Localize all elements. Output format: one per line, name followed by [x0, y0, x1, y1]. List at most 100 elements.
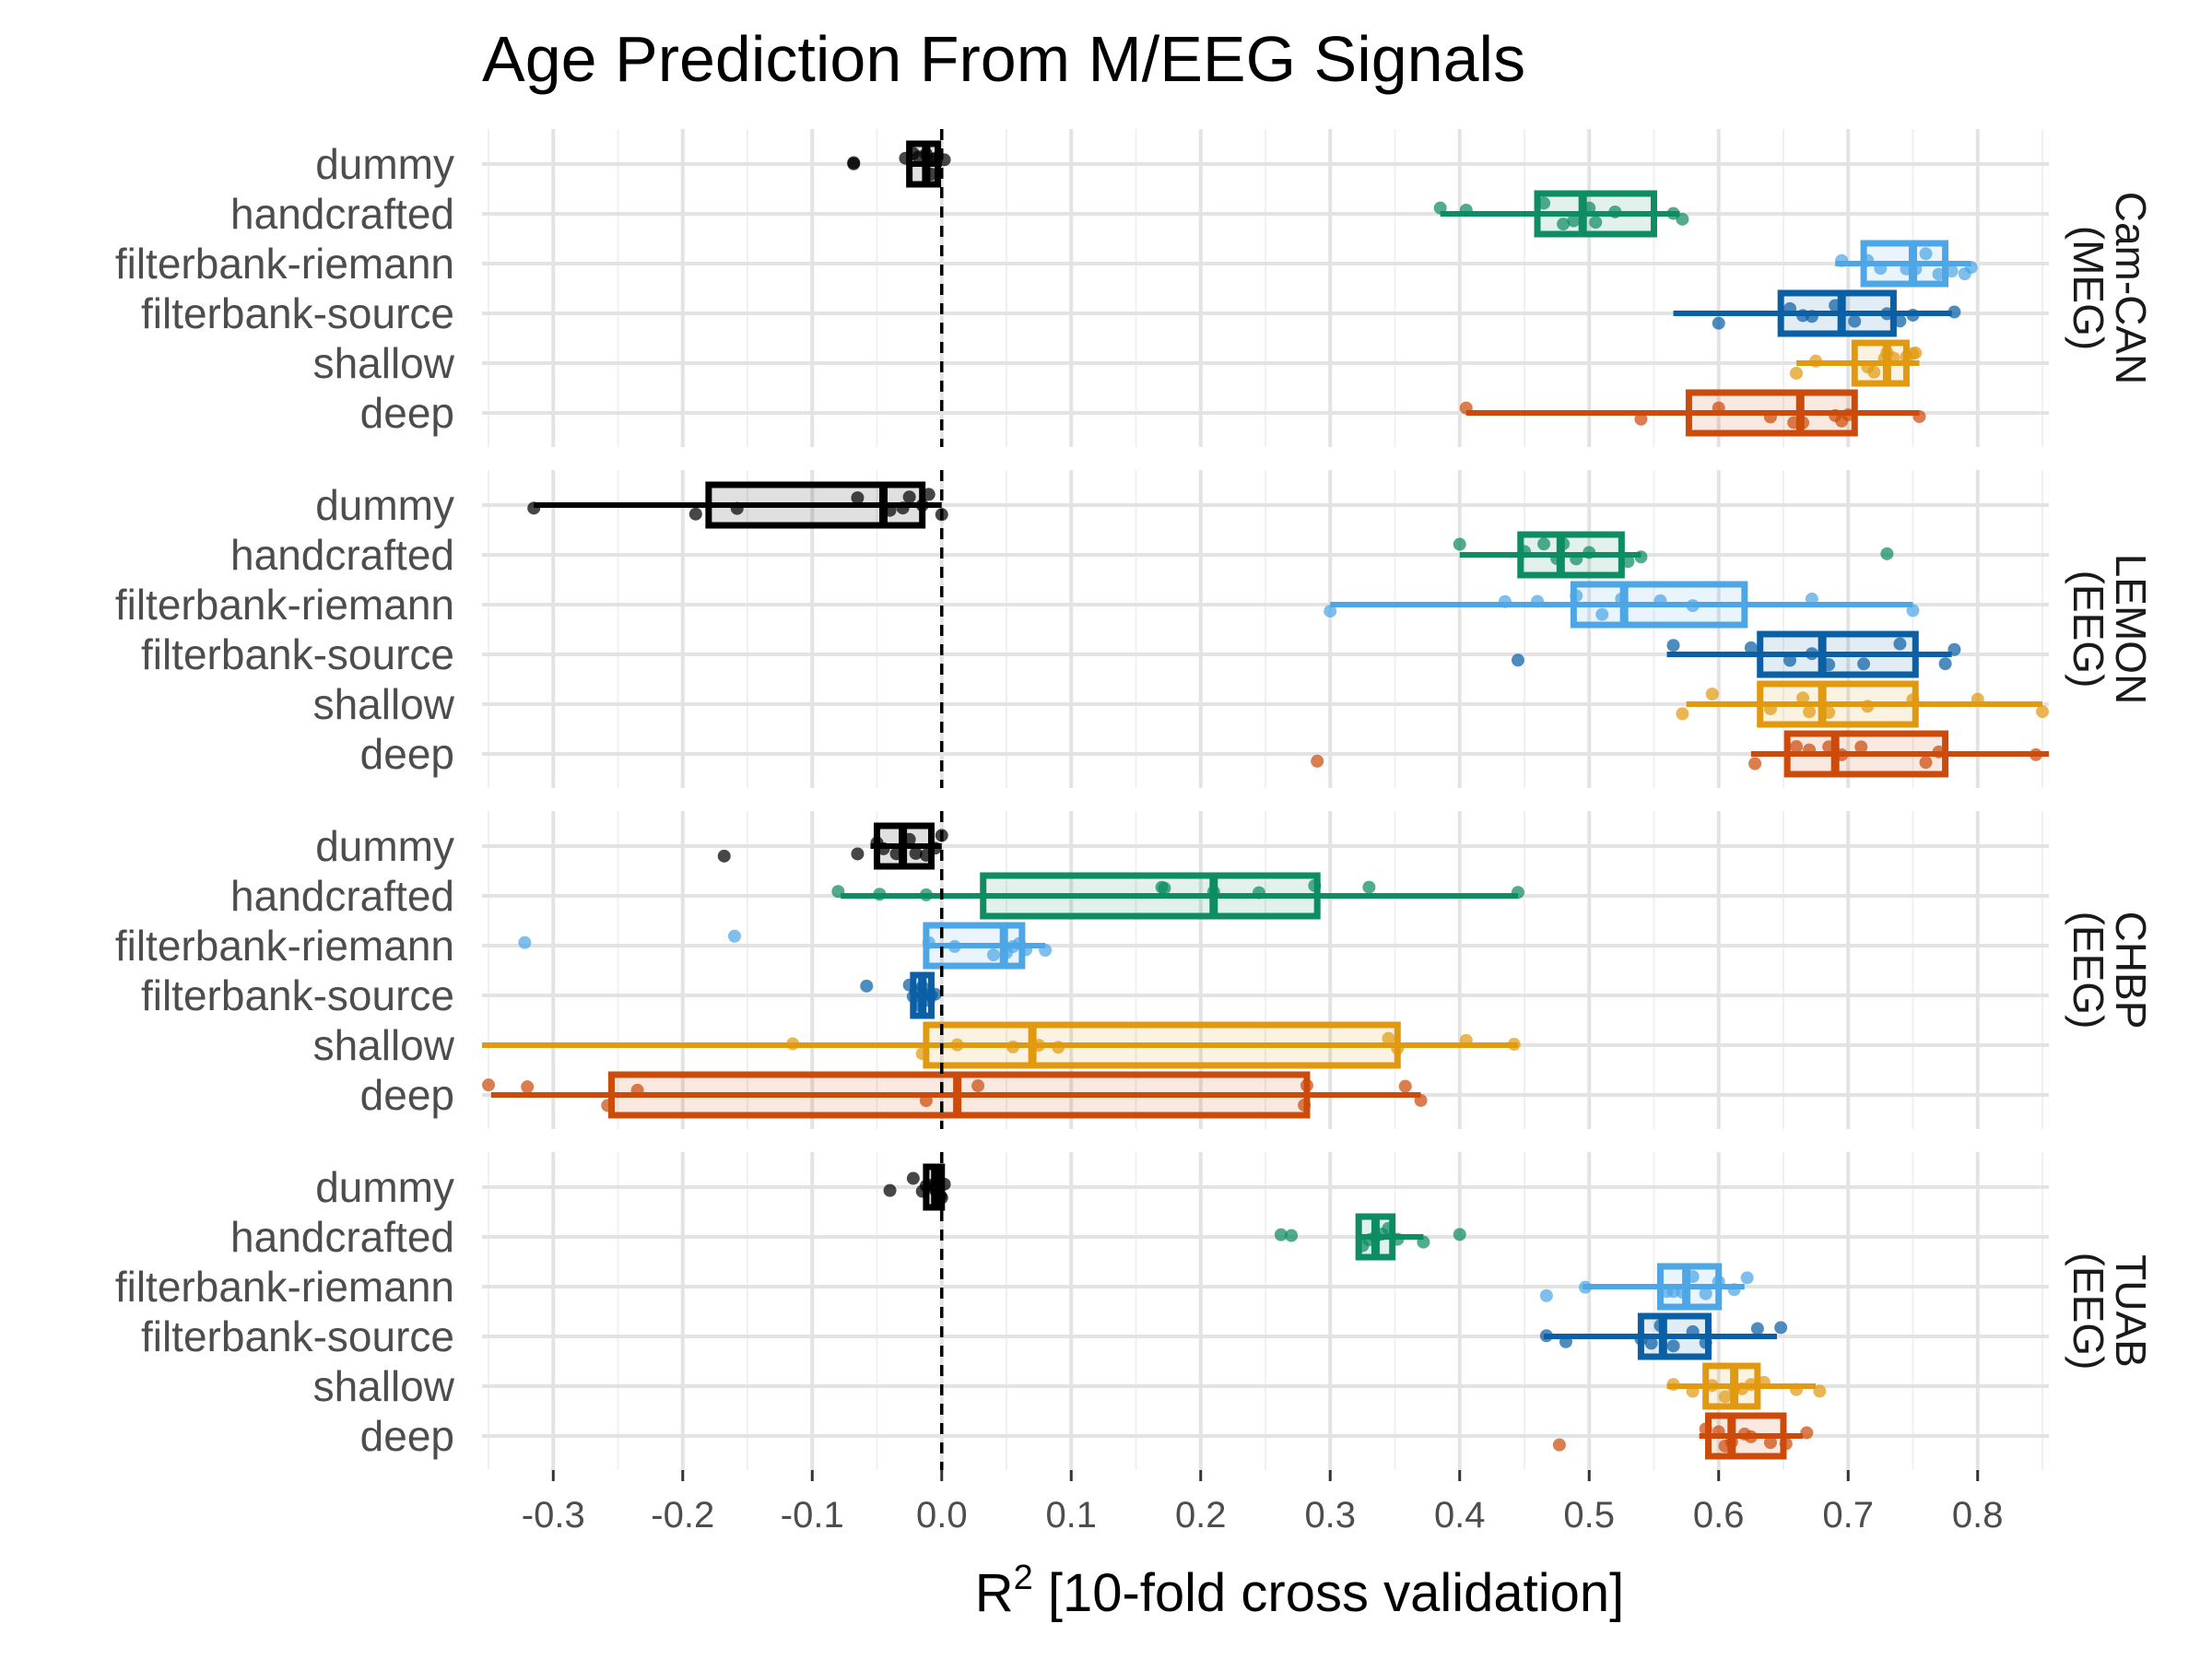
data-point-dummy: [847, 157, 861, 171]
data-point-handcrafted: [831, 885, 845, 899]
data-point-deep: [1912, 409, 1926, 423]
data-point-deep: [601, 1099, 615, 1112]
data-point-filterbank-source: [1857, 657, 1871, 671]
box-shallow: [1666, 1362, 1827, 1410]
data-point-deep: [1459, 401, 1473, 415]
data-point-deep: [1779, 1437, 1793, 1451]
data-point-filterbank-source: [1805, 310, 1818, 324]
data-point-deep: [1835, 747, 1849, 761]
x-axis-title-superscript: 2: [1014, 1559, 1033, 1597]
data-point-handcrafted: [1570, 552, 1583, 566]
data-point-filterbank-source: [1938, 657, 1952, 671]
box-handcrafted: [1453, 531, 1894, 579]
x-axis-title: R2 [10-fold cross validation]: [975, 1559, 1625, 1623]
chart-title: Age Prediction From M/EEG Signals: [482, 23, 1525, 95]
category-label-filterbank-source: filterbank-source: [141, 1312, 454, 1360]
data-point-deep: [1763, 1436, 1777, 1450]
data-point-shallow: [1796, 691, 1810, 705]
category-label-dummy: dummy: [315, 822, 454, 870]
facet-label-line1: LEMON: [2107, 554, 2155, 705]
box-filterbank-riemann: [1324, 581, 1920, 629]
data-point-dummy: [902, 490, 916, 504]
data-point-handcrafted: [1511, 886, 1524, 900]
data-point-filterbank-source: [1634, 1332, 1648, 1346]
box-deep: [1552, 1412, 1814, 1460]
data-point-deep: [1744, 1430, 1758, 1443]
data-point-filterbank-riemann: [1686, 1270, 1700, 1284]
panel-chbp: dummyhandcraftedfilterbank-riemannfilter…: [115, 811, 2155, 1129]
data-point-handcrafted: [1252, 886, 1265, 900]
data-point-handcrafted: [1550, 552, 1564, 566]
data-point-dummy: [688, 507, 702, 521]
data-point-filterbank-source: [912, 998, 925, 1012]
facet-label-chbp: CHBP(EEG): [2065, 912, 2155, 1030]
data-point-handcrafted: [1417, 1235, 1430, 1249]
data-point-shallow: [1906, 693, 1920, 707]
data-point-filterbank-riemann: [1676, 1286, 1689, 1300]
data-point-shallow: [1803, 705, 1817, 719]
data-point-shallow: [1382, 1031, 1395, 1045]
data-point-filterbank-source: [1666, 639, 1680, 653]
data-point-handcrafted: [1459, 203, 1473, 217]
box-deep: [482, 1071, 1428, 1119]
category-label-filterbank-source: filterbank-source: [141, 630, 454, 678]
data-point-dummy: [915, 499, 929, 512]
data-point-filterbank-riemann: [1740, 1271, 1754, 1285]
data-point-shallow: [1763, 702, 1777, 716]
data-point-shallow: [950, 1038, 964, 1052]
data-point-handcrafted: [1583, 201, 1596, 215]
data-point-filterbank-source: [1686, 1324, 1700, 1338]
data-point-dummy: [883, 503, 897, 517]
box-dummy: [883, 1163, 951, 1211]
data-point-deep: [971, 1079, 985, 1093]
box-filterbank-source: [1539, 1312, 1788, 1360]
box-filterbank-source: [860, 971, 942, 1019]
iqr-box-shallow: [1757, 680, 1919, 728]
data-point-handcrafted: [1453, 1228, 1466, 1241]
category-label-filterbank-riemann: filterbank-riemann: [115, 581, 454, 629]
data-point-filterbank-riemann: [1805, 592, 1818, 606]
facet-label-line2: (EEG): [2065, 912, 2112, 1030]
data-point-filterbank-riemann: [1964, 261, 1978, 275]
data-point-filterbank-source: [1653, 1319, 1667, 1333]
panels-group: dummyhandcraftedfilterbank-riemannfilter…: [115, 129, 2155, 1470]
facet-label-line1: TUAB: [2107, 1254, 2155, 1368]
data-point-filterbank-riemann: [1019, 943, 1033, 957]
iqr-box-handcrafted: [980, 872, 1321, 920]
data-point-filterbank-riemann: [1615, 592, 1629, 606]
data-point-deep: [1398, 1079, 1412, 1093]
data-point-deep: [1822, 740, 1836, 754]
data-point-shallow: [1822, 705, 1836, 719]
data-point-dummy: [527, 501, 541, 515]
x-tick-label: 0.7: [1822, 1495, 1874, 1535]
data-point-shallow: [1052, 1041, 1065, 1054]
x-tick-label: 0.8: [1952, 1495, 2004, 1535]
data-point-filterbank-source: [1822, 658, 1836, 672]
data-point-handcrafted: [873, 888, 887, 901]
x-axis-title-main: R: [975, 1563, 1014, 1623]
data-point-filterbank-riemann: [1906, 604, 1920, 618]
data-point-filterbank-source: [1783, 301, 1797, 315]
data-point-filterbank-riemann: [1653, 594, 1667, 607]
data-point-deep: [1712, 401, 1725, 415]
data-point-filterbank-riemann: [922, 935, 935, 949]
category-label-handcrafted: handcrafted: [230, 190, 454, 238]
data-point-filterbank-riemann: [1900, 262, 1913, 276]
data-point-deep: [1311, 754, 1324, 768]
data-point-filterbank-riemann: [1579, 1280, 1593, 1294]
category-label-shallow: shallow: [313, 1362, 455, 1410]
box-shallow: [1790, 339, 1923, 387]
data-point-handcrafted: [1391, 1232, 1405, 1246]
data-point-handcrafted: [1537, 196, 1551, 210]
data-point-handcrafted: [1557, 537, 1571, 551]
data-point-dummy: [877, 841, 890, 855]
data-point-handcrafted: [1537, 537, 1551, 551]
data-point-shallow: [1705, 688, 1719, 701]
x-tick-label: -0.2: [651, 1495, 714, 1535]
data-point-deep: [1800, 1426, 1814, 1440]
category-label-deep: deep: [360, 1412, 454, 1460]
category-label-deep: deep: [360, 1071, 454, 1119]
data-point-filterbank-source: [928, 987, 942, 1001]
iqr-box-filterbank-source: [1757, 630, 1919, 678]
